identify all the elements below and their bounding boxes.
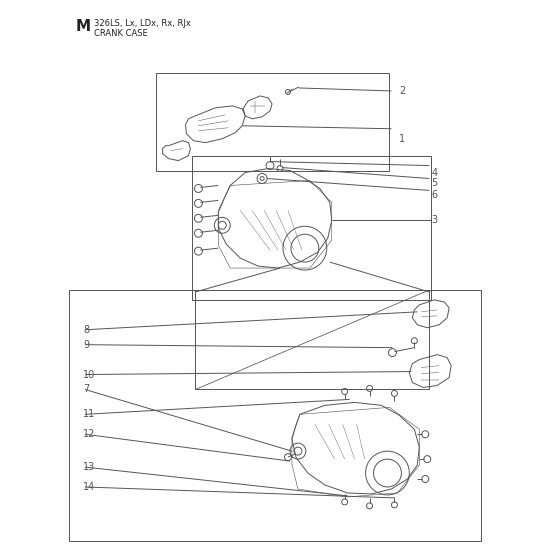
Text: 5: 5: [431, 179, 437, 189]
Bar: [156, 73, 389, 171]
Text: 7: 7: [83, 385, 89, 394]
Text: 8: 8: [83, 325, 89, 335]
Bar: [193, 156, 431, 300]
Text: M: M: [76, 19, 91, 34]
Text: 1: 1: [399, 134, 405, 144]
Text: CRANK CASE: CRANK CASE: [94, 29, 148, 38]
Text: 14: 14: [83, 482, 95, 492]
Text: 2: 2: [399, 86, 405, 96]
Text: 11: 11: [83, 409, 95, 419]
Text: 6: 6: [431, 190, 437, 200]
Text: 326LS, Lx, LDx, Rx, RJx: 326LS, Lx, LDx, Rx, RJx: [94, 19, 191, 29]
Bar: [69, 290, 481, 541]
Text: 3: 3: [431, 215, 437, 225]
Text: 12: 12: [83, 429, 95, 439]
Text: 4: 4: [431, 167, 437, 178]
Text: 13: 13: [83, 462, 95, 472]
Text: 10: 10: [83, 370, 95, 380]
Text: 9: 9: [83, 340, 89, 349]
Bar: [195, 290, 430, 389]
